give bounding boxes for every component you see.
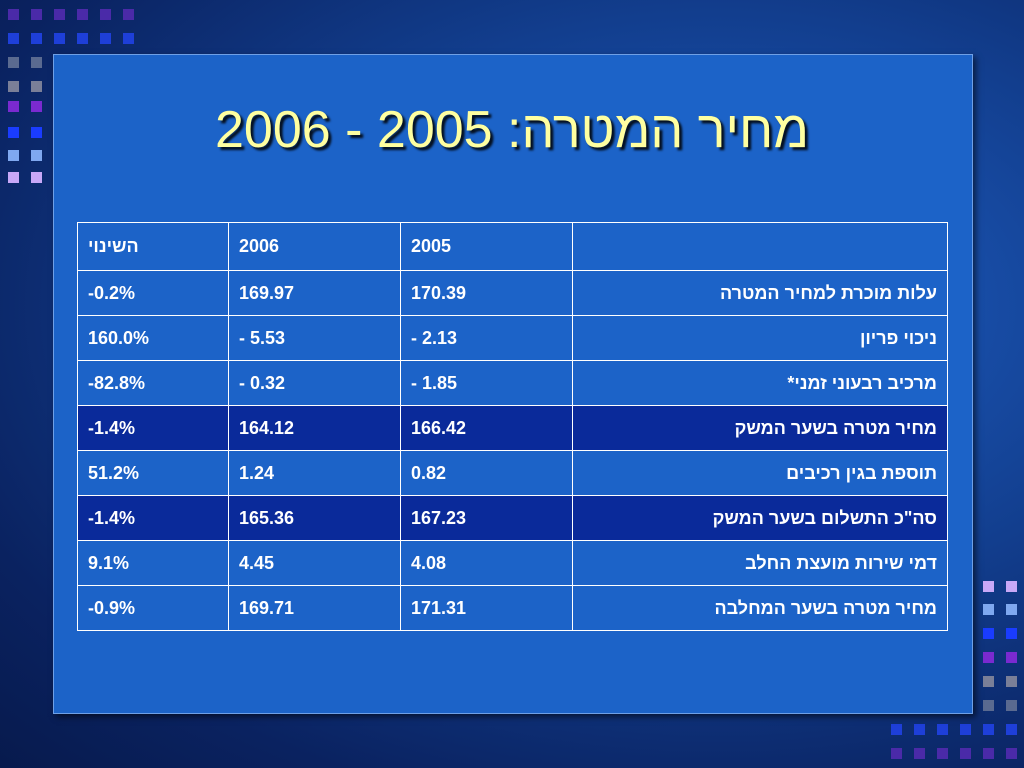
decorative-square [983,700,994,711]
decorative-square [54,9,65,20]
row-value-2006-cell: 165.36 [228,495,401,541]
decorative-square [983,628,994,639]
decorative-square [1006,581,1017,592]
row-value-2005-cell: 167.23 [400,495,573,541]
decorative-square [100,33,111,44]
row-change-cell: -82.8% [77,360,229,406]
decorative-square [8,172,19,183]
table-row: דמי שירות מועצת החלב 4.08 4.45 9.1% [77,540,948,586]
decorative-square [31,81,42,92]
row-value-2005-cell: 0.82 [400,450,573,496]
decorative-square [891,748,902,759]
table-row: מחיר מטרה בשער המחלבה 171.31 169.71 -0.9% [77,585,948,631]
decorative-square [31,9,42,20]
decorative-square [8,33,19,44]
decorative-square [31,150,42,161]
row-change-cell: 160.0% [77,315,229,361]
decorative-square [1006,700,1017,711]
table-row: עלות מוכרת למחיר המטרה 170.39 169.97 -0.2% [77,270,948,316]
table-row: ניכוי פריון - 2.13- 5.53 160.0% [77,315,948,361]
decorative-square [983,652,994,663]
decorative-square [8,101,19,112]
header-cell-2006: 2006 [228,222,401,271]
row-label-cell: מרכיב רבעוני זמני* [572,360,948,406]
decorative-square [983,724,994,735]
row-label-cell: מחיר מטרה בשער המחלבה [572,585,948,631]
decorative-square [8,57,19,68]
decorative-square [8,150,19,161]
table-row: סה"כ התשלום בשער המשק 167.23 165.36 -1.4% [77,495,948,541]
row-value-2005-cell: 171.31 [400,585,573,631]
table-row: תוספת בגין רכיבים 0.82 1.24 51.2% [77,450,948,496]
slide-title: מחיר המטרה: 2005 - 2006 [215,101,809,159]
price-table: 2005 2006 השינוי עלות מוכרת למחיר המטרה 1… [77,222,948,631]
decorative-square [54,33,65,44]
row-label-cell: ניכוי פריון [572,315,948,361]
row-value-2005-cell: 170.39 [400,270,573,316]
header-cell-change: השינוי [77,222,229,271]
decorative-square [1006,604,1017,615]
decorative-square [983,676,994,687]
row-label-cell: תוספת בגין רכיבים [572,450,948,496]
row-value-2006-cell: 4.45 [228,540,401,586]
row-change-cell: 51.2% [77,450,229,496]
decorative-square [31,33,42,44]
decorative-square [983,604,994,615]
row-value-2006-cell: 169.71 [228,585,401,631]
table-row: מרכיב רבעוני זמני* - 1.85- 0.32 -82.8% [77,360,948,406]
row-label-cell: מחיר מטרה בשער המשק [572,405,948,451]
decorative-square [1006,676,1017,687]
decorative-square [1006,628,1017,639]
row-change-cell: -0.9% [77,585,229,631]
table-header-row: 2005 2006 השינוי [77,222,948,271]
decorative-square [937,724,948,735]
row-label-cell: סה"כ התשלום בשער המשק [572,495,948,541]
row-value-2006-cell: - 0.32 [228,360,401,406]
decorative-square [914,748,925,759]
header-cell-label [572,222,948,271]
decorative-square [123,9,134,20]
row-value-2005-cell: 4.08 [400,540,573,586]
row-change-cell: 9.1% [77,540,229,586]
row-change-cell: -1.4% [77,405,229,451]
row-value-2006-cell: - 5.53 [228,315,401,361]
decorative-square [77,33,88,44]
decorative-square [1006,652,1017,663]
decorative-square [1006,724,1017,735]
row-value-2006-cell: 164.12 [228,405,401,451]
decorative-square [937,748,948,759]
decorative-square [8,9,19,20]
decorative-square [31,127,42,138]
row-value-2006-cell: 1.24 [228,450,401,496]
decorative-square [891,724,902,735]
decorative-square [1006,748,1017,759]
header-cell-2005: 2005 [400,222,573,271]
decorative-square [983,581,994,592]
row-value-2005-cell: - 1.85 [400,360,573,406]
decorative-square [31,57,42,68]
decorative-square [123,33,134,44]
decorative-square [960,748,971,759]
row-value-2006-cell: 169.97 [228,270,401,316]
decorative-square [77,9,88,20]
row-label-cell: דמי שירות מועצת החלב [572,540,948,586]
decorative-square [8,127,19,138]
decorative-square [914,724,925,735]
decorative-square [983,748,994,759]
row-value-2005-cell: - 2.13 [400,315,573,361]
decorative-square [100,9,111,20]
decorative-square [8,81,19,92]
row-label-cell: עלות מוכרת למחיר המטרה [572,270,948,316]
row-change-cell: -0.2% [77,270,229,316]
decorative-square [960,724,971,735]
row-value-2005-cell: 166.42 [400,405,573,451]
decorative-square [31,101,42,112]
table-row: מחיר מטרה בשער המשק 166.42 164.12 -1.4% [77,405,948,451]
row-change-cell: -1.4% [77,495,229,541]
decorative-square [31,172,42,183]
